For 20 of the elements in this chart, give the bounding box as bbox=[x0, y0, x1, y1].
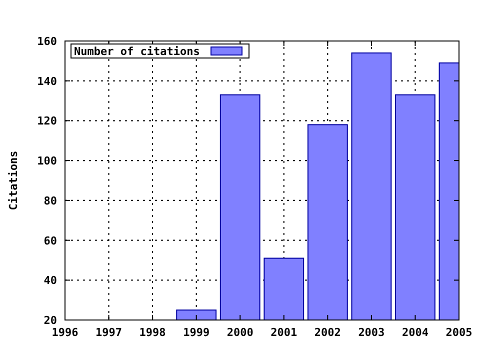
x-tick-label: 2002 bbox=[314, 326, 341, 339]
x-tick-label: 1997 bbox=[96, 326, 122, 339]
y-tick-label: 140 bbox=[37, 74, 57, 88]
y-tick-label: 100 bbox=[37, 154, 57, 168]
legend-label: Number of citations bbox=[74, 45, 200, 58]
y-tick-label: 80 bbox=[44, 194, 57, 208]
x-tick-label: 1996 bbox=[52, 326, 79, 339]
x-tick-label: 1999 bbox=[183, 326, 210, 339]
y-tick-label: 20 bbox=[44, 314, 57, 327]
x-tick-label: 1998 bbox=[139, 326, 166, 339]
y-tick-label: 60 bbox=[44, 234, 57, 248]
x-tick-label: 2004 bbox=[402, 326, 429, 339]
x-tick-label: 2005 bbox=[446, 326, 472, 339]
x-tick-label: 2003 bbox=[358, 326, 385, 339]
y-tick-label: 120 bbox=[37, 114, 57, 128]
x-tick-label: 2000 bbox=[226, 326, 254, 339]
y-axis-title: Citations bbox=[7, 150, 20, 210]
y-tick-label: 160 bbox=[37, 35, 57, 48]
x-tick-label: 2001 bbox=[270, 326, 298, 339]
y-tick-label: 40 bbox=[44, 274, 57, 288]
